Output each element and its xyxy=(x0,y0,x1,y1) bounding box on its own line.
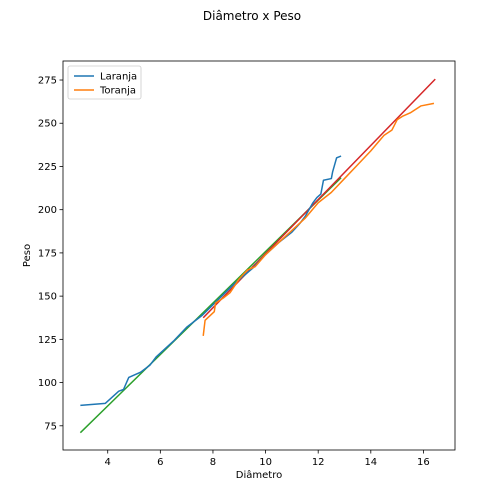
y-tick-label: 75 xyxy=(44,421,57,432)
y-tick-label: 250 xyxy=(38,119,57,130)
x-tick-label: 10 xyxy=(259,457,272,468)
legend: Laranja Toranja xyxy=(67,65,142,100)
x-axis-label: Diâmetro xyxy=(236,469,282,481)
y-axis-label: Peso xyxy=(22,244,33,267)
legend-label-laranja: Laranja xyxy=(100,72,137,83)
x-tick-label: 4 xyxy=(105,457,111,468)
y-tick-label: 100 xyxy=(38,378,57,389)
plot-frame xyxy=(62,60,456,451)
y-tick-label: 125 xyxy=(38,335,57,346)
y-tick-label: 175 xyxy=(38,248,57,259)
series-line-toranja xyxy=(202,102,435,336)
y-tick-label: 225 xyxy=(38,162,57,173)
x-tick-label: 14 xyxy=(364,457,377,468)
x-axis-ticks: 4 6 8 10 12 14 16 xyxy=(105,450,430,468)
y-axis-ticks: 75 100 125 150 175 200 225 250 275 xyxy=(38,76,63,432)
chart-title: Diâmetro x Peso xyxy=(203,9,301,23)
x-tick-label: 16 xyxy=(417,457,430,468)
y-tick-label: 200 xyxy=(38,205,57,216)
plot-series xyxy=(79,78,436,434)
y-tick-label: 275 xyxy=(38,76,57,87)
legend-label-toranja: Toranja xyxy=(99,86,136,97)
x-tick-label: 8 xyxy=(210,457,216,468)
y-tick-label: 150 xyxy=(38,292,57,303)
x-tick-label: 6 xyxy=(157,457,163,468)
x-tick-label: 12 xyxy=(312,457,325,468)
